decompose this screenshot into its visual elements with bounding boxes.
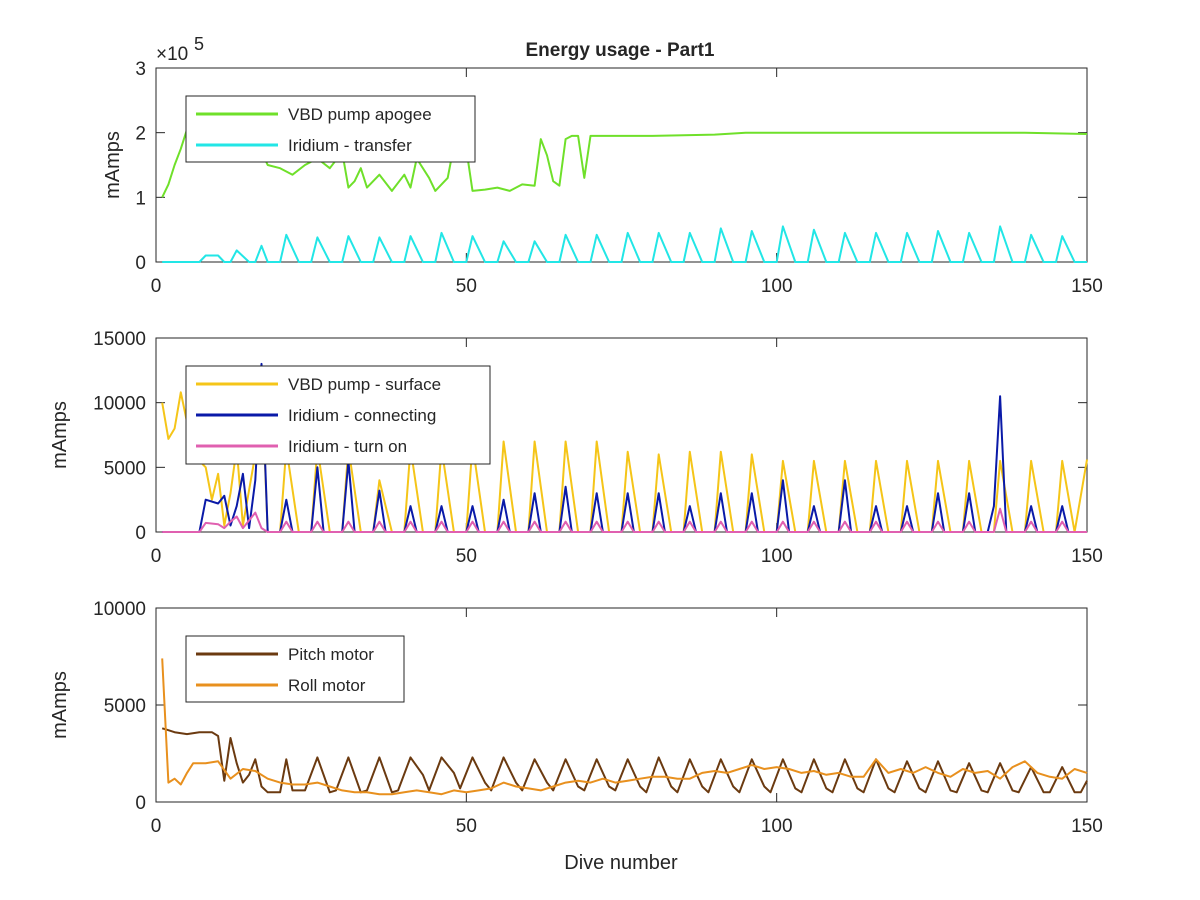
y-tick-label: 1 [135, 188, 146, 209]
y-tick-label: 0 [135, 523, 146, 544]
x-tick-label: 0 [151, 816, 162, 837]
y-axis-label: mAmps [49, 401, 71, 469]
series-line-iridium-transfer [162, 225, 1087, 263]
y-tick-label: 10000 [93, 394, 146, 415]
x-tick-label: 100 [761, 816, 793, 837]
top-subplot: 0 50 100 150 0 1 2 3 ×10 5 mAmps VBD pump apogee Iri… [102, 34, 1103, 297]
x-tick-label: 0 [151, 276, 162, 297]
y-tick-label: 0 [135, 253, 146, 274]
bottom-subplot: 0 50 100 150 0 5000 10000 mAmps Pitch motor Roll … [49, 599, 1103, 837]
figure-title: Energy usage - Part1 [525, 40, 714, 61]
legend-label: VBD pump - surface [288, 375, 441, 394]
x-tick-label: 50 [456, 546, 477, 567]
y-tick-label: 5000 [104, 696, 146, 717]
y-axis-label: mAmps [49, 671, 71, 739]
x-tick-label: 100 [761, 546, 793, 567]
x-tick-label: 50 [456, 276, 477, 297]
legend-label: Iridium - transfer [288, 136, 412, 155]
legend-label: Iridium - connecting [288, 406, 436, 425]
y-tick-label: 3 [135, 59, 146, 80]
series-line-pitch-motor [161, 727, 1088, 794]
y-axis-multiplier: ×10 [156, 44, 188, 65]
y-axis-multiplier-exponent: 5 [194, 34, 204, 54]
x-tick-label: 150 [1071, 546, 1103, 567]
series-line-iridium-turn-on [162, 507, 1087, 533]
series-line-iridium-connecting [162, 362, 1087, 533]
x-tick-label: 0 [151, 546, 162, 567]
y-tick-label: 10000 [93, 599, 146, 620]
legend-label: Pitch motor [288, 645, 374, 664]
x-tick-label: 50 [456, 816, 477, 837]
x-tick-label: 150 [1071, 816, 1103, 837]
legend-box [185, 95, 476, 163]
legend-label: Iridium - turn on [288, 437, 407, 456]
y-axis-label: mAmps [102, 131, 124, 199]
x-tick-label: 150 [1071, 276, 1103, 297]
y-tick-label: 15000 [93, 329, 146, 350]
legend-box [185, 635, 405, 703]
y-tick-label: 5000 [104, 458, 146, 479]
series-line-roll-motor [161, 658, 1088, 796]
x-tick-label: 100 [761, 276, 793, 297]
legend-label: VBD pump apogee [288, 105, 432, 124]
y-tick-label: 2 [135, 124, 146, 145]
middle-subplot: 0 50 100 150 0 5000 10000 15000 mAmps VBD pump - … [49, 329, 1103, 567]
x-axis-label: Dive number [564, 852, 678, 874]
legend-label: Roll motor [288, 676, 366, 695]
y-tick-label: 0 [135, 793, 146, 814]
